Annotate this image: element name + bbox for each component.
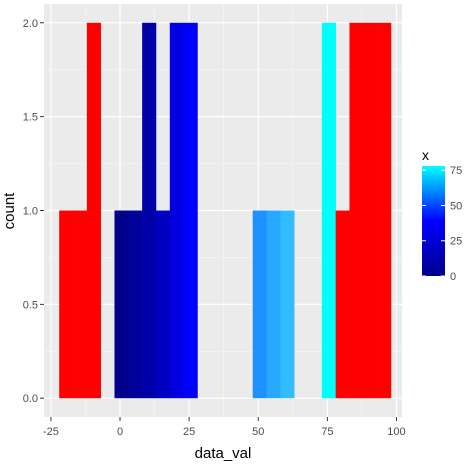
histogram-bar xyxy=(252,210,267,399)
legend-colorbar xyxy=(422,166,445,276)
histogram-bar xyxy=(280,210,295,399)
bars xyxy=(59,22,392,399)
y-tick-label: 0.5 xyxy=(23,299,38,311)
histogram-bar xyxy=(169,22,184,399)
histogram-bar xyxy=(155,210,171,399)
y-tick-label: 0.0 xyxy=(23,393,38,405)
y-axis: 0.0 0.5 1.0 1.5 2.0 xyxy=(23,18,44,405)
legend-tick-label: 25 xyxy=(450,236,462,248)
x-tick-label: 75 xyxy=(321,426,333,438)
histogram-bar xyxy=(183,22,198,399)
histogram-bar xyxy=(321,22,336,399)
x-tick-label: 100 xyxy=(387,426,405,438)
y-axis-label: count xyxy=(1,192,18,230)
y-tick-label: 1.0 xyxy=(23,206,38,218)
histogram-bar xyxy=(349,22,364,399)
histogram-bar xyxy=(377,22,392,399)
x-tick-label: 25 xyxy=(183,426,195,438)
histogram-bar xyxy=(73,210,88,399)
histogram-bar xyxy=(128,210,143,399)
y-tick-label: 2.0 xyxy=(23,18,38,30)
histogram-bar xyxy=(142,22,157,399)
x-tick-label: -25 xyxy=(43,426,59,438)
legend-title: x xyxy=(422,147,429,163)
histogram-bar xyxy=(363,22,378,399)
x-tick-label: 0 xyxy=(117,426,123,438)
legend-tick-label: 50 xyxy=(450,200,462,212)
legend-ticks: 0 25 50 75 xyxy=(422,165,462,283)
x-axis-label: data_val xyxy=(195,445,252,462)
histogram-bar xyxy=(114,210,129,399)
histogram-bar xyxy=(86,22,101,399)
legend: x 0 25 50 75 xyxy=(422,147,462,283)
x-tick-label: 50 xyxy=(252,426,264,438)
histogram-bar xyxy=(266,210,281,399)
legend-tick-label: 0 xyxy=(450,271,456,283)
legend-tick-label: 75 xyxy=(450,165,462,177)
histogram-bar xyxy=(335,210,350,399)
x-axis: -25 0 25 50 75 100 xyxy=(43,417,406,438)
y-tick-label: 1.5 xyxy=(23,112,38,124)
histogram-bar xyxy=(59,210,74,399)
